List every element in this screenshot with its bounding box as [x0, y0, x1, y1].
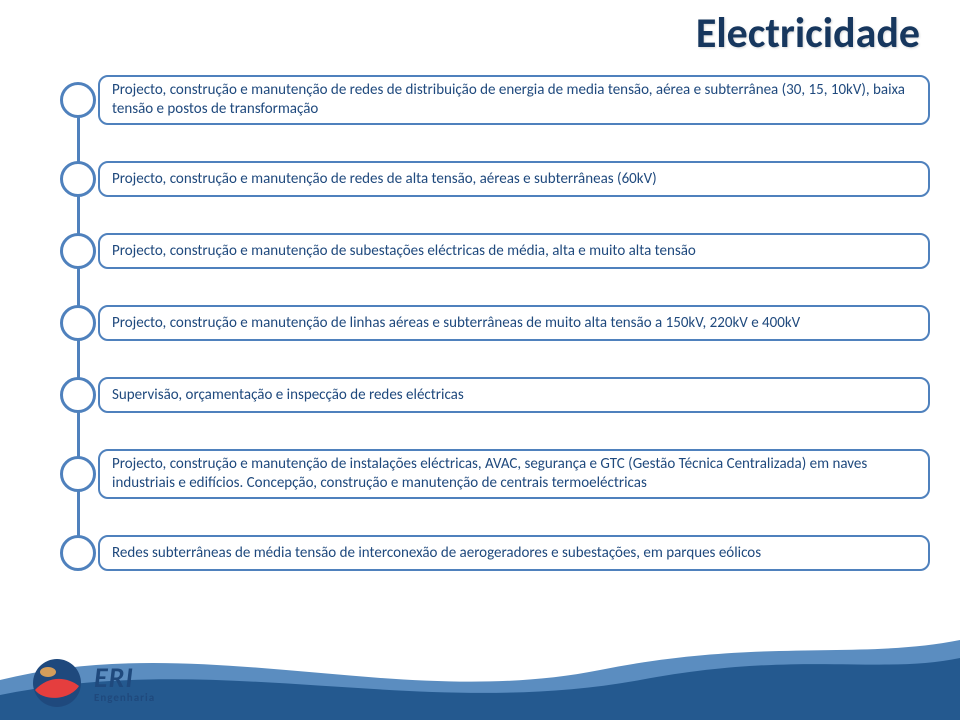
logo: ERI Engenharia — [30, 656, 155, 710]
bullet-icon — [60, 456, 96, 492]
bullet-icon — [60, 161, 96, 197]
item-text: Supervisão, orçamentação e inspecção de … — [112, 386, 464, 405]
logo-sub: Engenharia — [94, 692, 155, 703]
globe-icon — [30, 656, 84, 710]
bullet-icon — [60, 233, 96, 269]
logo-name: ERI — [94, 664, 155, 692]
page-title: Electricidade — [696, 8, 920, 59]
bullet-icon — [60, 305, 96, 341]
list-item: Projecto, construção e manutenção de red… — [60, 161, 930, 197]
item-box: Supervisão, orçamentação e inspecção de … — [98, 377, 930, 413]
item-box: Projecto, construção e manutenção de sub… — [98, 233, 930, 269]
bullet-icon — [60, 535, 96, 571]
item-text: Projecto, construção e manutenção de red… — [112, 81, 916, 119]
item-text: Projecto, construção e manutenção de lin… — [112, 314, 800, 333]
list-item: Projecto, construção e manutenção de red… — [60, 75, 930, 125]
item-box: Redes subterrâneas de média tensão de in… — [98, 535, 930, 571]
item-text: Redes subterrâneas de média tensão de in… — [112, 544, 761, 563]
list-item: Redes subterrâneas de média tensão de in… — [60, 535, 930, 571]
item-text: Projecto, construção e manutenção de ins… — [112, 455, 916, 493]
item-box: Projecto, construção e manutenção de lin… — [98, 305, 930, 341]
logo-text: ERI Engenharia — [94, 664, 155, 703]
list-item: Projecto, construção e manutenção de sub… — [60, 233, 930, 269]
item-box: Projecto, construção e manutenção de red… — [98, 161, 930, 197]
list-item: Projecto, construção e manutenção de lin… — [60, 305, 930, 341]
item-box: Projecto, construção e manutenção de ins… — [98, 449, 930, 499]
item-list: Projecto, construção e manutenção de red… — [60, 75, 930, 571]
item-text: Projecto, construção e manutenção de red… — [112, 170, 657, 189]
slide: Electricidade Projecto, construção e man… — [0, 0, 960, 720]
list-item: Projecto, construção e manutenção de ins… — [60, 449, 930, 499]
bullet-icon — [60, 377, 96, 413]
list-item: Supervisão, orçamentação e inspecção de … — [60, 377, 930, 413]
item-text: Projecto, construção e manutenção de sub… — [112, 242, 696, 261]
item-box: Projecto, construção e manutenção de red… — [98, 75, 930, 125]
bullet-icon — [60, 82, 96, 118]
